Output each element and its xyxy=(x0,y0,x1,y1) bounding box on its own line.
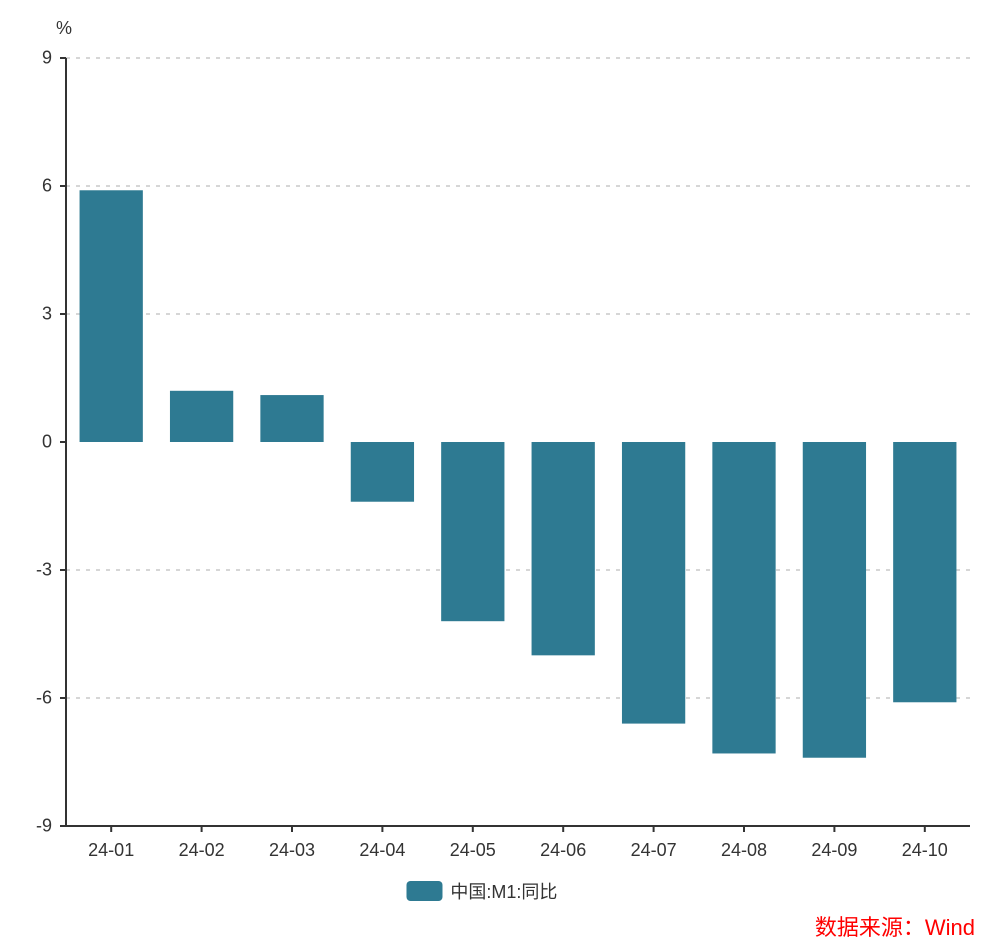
x-tick-label: 24-04 xyxy=(359,840,405,861)
bar xyxy=(170,391,233,442)
x-tick-label: 24-01 xyxy=(88,840,134,861)
data-source-label: 数据来源：Wind xyxy=(815,910,975,942)
bar xyxy=(803,442,866,758)
y-tick-label: 9 xyxy=(0,48,52,69)
bar xyxy=(351,442,414,502)
x-tick-label: 24-06 xyxy=(540,840,586,861)
y-tick-label: 0 xyxy=(0,432,52,453)
chart-container: % -9 -6 -3 0 3 6 9 24-01 24-02 24-03 24-04 24-05 24… xyxy=(0,0,998,942)
chart-plot xyxy=(0,0,998,942)
y-tick-label: -9 xyxy=(0,816,52,837)
y-tick-label: 6 xyxy=(0,176,52,197)
bar xyxy=(260,395,323,442)
y-tick-label: -6 xyxy=(0,688,52,709)
y-tick-label: 3 xyxy=(0,304,52,325)
bar xyxy=(80,190,143,442)
x-tick-label: 24-09 xyxy=(811,840,857,861)
legend-label: 中国:M1:同比 xyxy=(450,878,557,904)
bar xyxy=(441,442,504,621)
bar xyxy=(622,442,685,724)
y-axis-unit: % xyxy=(56,18,72,39)
x-tick-label: 24-10 xyxy=(902,840,948,861)
bar xyxy=(893,442,956,702)
x-tick-label: 24-05 xyxy=(450,840,496,861)
x-tick-label: 24-07 xyxy=(631,840,677,861)
bar xyxy=(712,442,775,753)
x-tick-label: 24-08 xyxy=(721,840,767,861)
x-tick-label: 24-02 xyxy=(179,840,225,861)
x-tick-label: 24-03 xyxy=(269,840,315,861)
y-tick-label: -3 xyxy=(0,560,52,581)
legend: 中国:M1:同比 xyxy=(406,878,557,904)
bar xyxy=(532,442,595,655)
legend-swatch xyxy=(406,881,442,901)
